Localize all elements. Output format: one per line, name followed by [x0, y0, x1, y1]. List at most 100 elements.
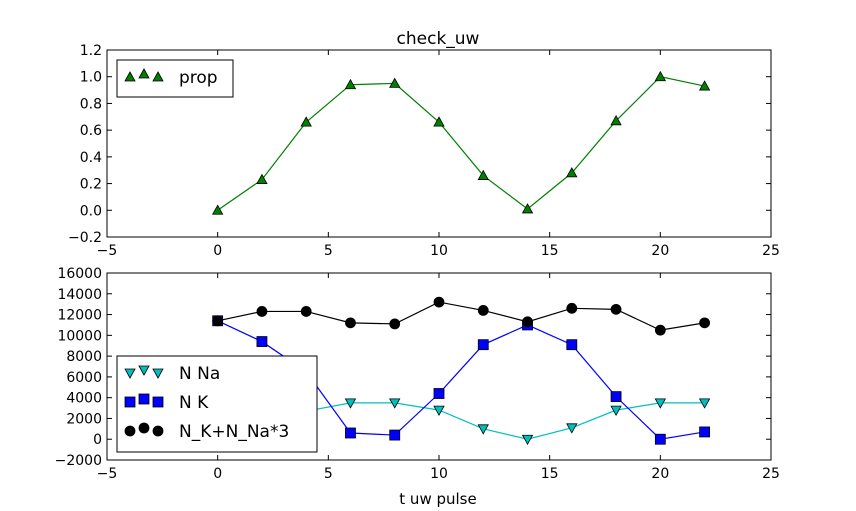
legend: N Na N K N_K+N_Na*3 [116, 355, 318, 453]
data-point [389, 429, 401, 441]
data-point [654, 433, 666, 445]
data-point [256, 336, 268, 347]
legend-marker [124, 396, 136, 408]
x-tick-label: 15 [541, 243, 559, 259]
legend-marker [152, 396, 164, 408]
data-point [345, 427, 356, 439]
y-tick-label: −0.2 [68, 230, 102, 246]
data-point [300, 306, 312, 317]
legend-marker [138, 365, 150, 376]
x-tick-label: 0 [213, 243, 222, 259]
bottom-panel: −5 0 5 10 15 20 25 −2000 0 2000 4000 6000 8000 10000 1… [55, 266, 780, 482]
legend-box [116, 59, 234, 98]
data-point [211, 204, 224, 215]
series-line [217, 76, 705, 211]
y-tick-label: 0.8 [80, 96, 102, 112]
data-point [654, 324, 666, 336]
x-tick-label: 10 [430, 466, 448, 482]
legend-label: N K [179, 393, 209, 413]
data-point [344, 78, 357, 90]
data-point [610, 114, 622, 126]
x-tick-label: 0 [213, 466, 222, 482]
data-point [610, 405, 622, 416]
legend-marker [124, 71, 136, 82]
y-tick-label: 2000 [66, 411, 102, 427]
data-point [522, 316, 533, 328]
data-point [344, 398, 357, 409]
series-line [217, 301, 705, 331]
legend-label: prop [179, 68, 218, 88]
data-point [477, 169, 489, 180]
y-tick-label: 1.2 [80, 43, 102, 59]
data-point [212, 315, 224, 327]
y-tick-label: 0.4 [80, 150, 102, 166]
legend-marker [138, 68, 150, 79]
legend-marker [138, 422, 150, 434]
y-tick-label: 4000 [66, 391, 102, 407]
data-point [521, 203, 534, 214]
data-point [300, 116, 312, 127]
series-n-k-n-na-3 [212, 296, 710, 336]
data-point [345, 317, 356, 329]
data-point [521, 434, 534, 446]
x-tick-label: −5 [97, 466, 118, 482]
y-tick-label: 0 [93, 432, 102, 448]
y-tick-label: −2000 [55, 453, 102, 469]
legend-marker [152, 368, 164, 379]
series-prop [211, 70, 711, 215]
y-tick-label: 6000 [66, 370, 102, 386]
data-point [566, 423, 578, 434]
data-point [389, 318, 401, 330]
data-point [610, 391, 622, 403]
data-point [699, 426, 710, 438]
data-point [389, 398, 401, 409]
x-tick-label: 20 [651, 466, 669, 482]
data-point [477, 304, 489, 316]
legend-marker [124, 368, 136, 379]
x-tick-label: 25 [762, 466, 780, 482]
legend-label: N Na [179, 364, 220, 384]
data-point [699, 317, 710, 329]
top-panel: −5 0 5 10 15 20 25 −0.2 0.0 0.2 0.4 0.6 0.8 1.0 1.2 pro… [68, 43, 780, 259]
data-point [389, 77, 401, 88]
x-tick-label: 5 [324, 466, 333, 482]
y-tick-label: 1.0 [80, 70, 102, 86]
data-point [698, 80, 711, 91]
y-tick-label: 12000 [57, 308, 102, 324]
x-tick-label: 5 [324, 243, 333, 259]
chart-title: check_uw [397, 29, 480, 49]
y-tick-label: 10000 [57, 328, 102, 344]
legend-marker [138, 393, 150, 405]
data-point [433, 296, 445, 308]
data-point [256, 306, 268, 317]
legend-marker [152, 425, 164, 437]
data-point [433, 405, 445, 416]
legend-label: N_K+N_Na*3 [179, 422, 289, 442]
y-tick-label: 0.2 [80, 177, 102, 193]
data-point [566, 339, 578, 351]
legend-box [116, 355, 318, 453]
x-tick-label: 20 [651, 243, 669, 259]
data-point [566, 167, 578, 178]
data-point [654, 398, 667, 409]
data-point [477, 424, 489, 435]
data-point [433, 388, 445, 399]
data-point [256, 173, 268, 184]
data-point [698, 398, 711, 409]
x-tick-label: 10 [430, 243, 448, 259]
x-tick-label: −5 [97, 243, 118, 259]
data-point [654, 70, 667, 82]
data-point [433, 116, 445, 127]
data-point [566, 302, 578, 314]
x-tick-label: 25 [762, 243, 780, 259]
y-tick-label: 8000 [66, 349, 102, 365]
y-tick-label: 0.0 [80, 203, 102, 219]
y-tick-label: 14000 [57, 287, 102, 303]
y-tick-label: 16000 [57, 266, 102, 282]
legend: prop [116, 59, 234, 98]
x-axis-label: t uw pulse [399, 490, 476, 508]
x-tick-label: 15 [541, 466, 559, 482]
legend-marker [152, 71, 164, 82]
legend-marker [124, 425, 136, 437]
